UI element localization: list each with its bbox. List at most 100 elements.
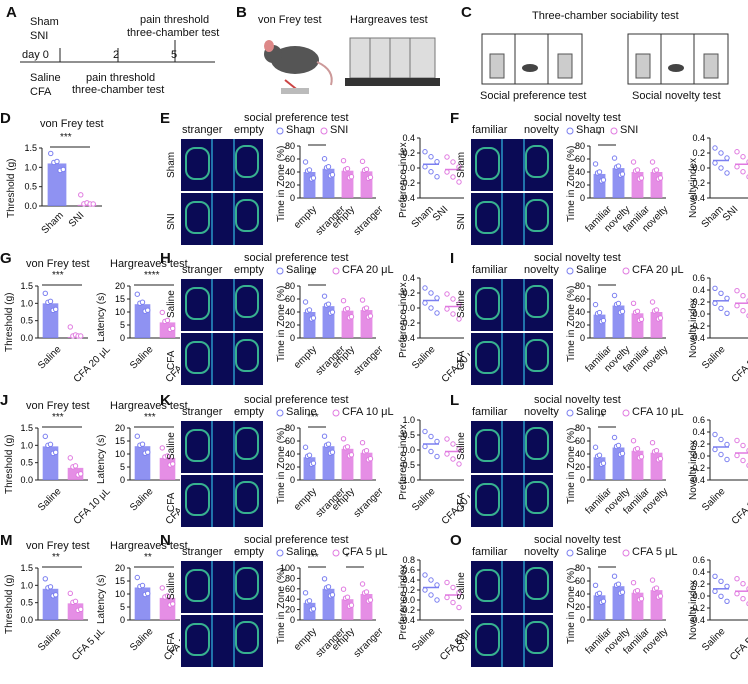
significance-bracket	[42, 426, 82, 428]
bar	[360, 452, 373, 480]
latency-bar-chart: 0 5 10 15 20	[115, 563, 180, 625]
data-point	[422, 428, 428, 435]
panel-label-h: H	[160, 250, 171, 267]
bar	[631, 172, 644, 198]
y-tick-label: 1.0	[20, 298, 33, 308]
bar	[650, 452, 663, 480]
data-point	[611, 573, 618, 579]
bar	[322, 588, 335, 620]
track-hotspot	[524, 339, 549, 372]
data-point	[340, 436, 347, 442]
data-point	[657, 456, 664, 462]
timeline-bottom-1: pain threshold	[86, 72, 156, 84]
data-point	[145, 590, 151, 597]
data-point	[428, 305, 434, 311]
data-point	[712, 588, 718, 594]
data-point	[712, 145, 718, 151]
y-tick-label: 60	[285, 584, 295, 594]
time-in-zone-chart: 0 20 40 60 80	[575, 423, 666, 485]
data-point	[444, 451, 450, 457]
row-label: SNI	[166, 213, 177, 230]
data-point	[340, 298, 347, 304]
data-point	[634, 167, 641, 173]
data-point	[363, 448, 370, 454]
legend-2: CFA 20 μL	[342, 264, 394, 276]
data-point	[302, 299, 309, 305]
y-tick-label: 40	[575, 167, 585, 177]
chamber-divider	[210, 193, 213, 245]
x-label: Saline	[36, 626, 64, 654]
data-point	[325, 164, 332, 170]
data-point	[450, 456, 456, 462]
x-label: SNI	[430, 204, 451, 224]
y-axis-label: Latency (s)	[96, 292, 107, 342]
legend-2: CFA 10 μL	[342, 406, 394, 418]
data-point	[444, 436, 450, 442]
legend-dot2	[332, 267, 340, 275]
vf-title: von Frey test	[258, 14, 322, 26]
y-tick-label: 0.5	[20, 458, 33, 468]
bar	[360, 310, 373, 338]
track-hotspot	[185, 147, 210, 180]
data-point	[329, 309, 336, 315]
data-point	[653, 448, 660, 454]
track-hotspot	[234, 621, 259, 654]
data-point	[630, 300, 637, 306]
data-point	[159, 445, 165, 451]
panel-label-m: M	[0, 532, 13, 549]
heatmap-col-2: empty	[234, 264, 264, 276]
chamber-divider	[233, 475, 236, 527]
data-point	[78, 192, 84, 198]
y-tick-label: 0.4	[692, 133, 705, 143]
data-point	[630, 580, 637, 586]
chamber-divider	[210, 333, 213, 385]
panel-label-g: G	[0, 250, 12, 267]
y-tick-label: 0.0	[692, 163, 705, 173]
data-point	[600, 598, 607, 604]
bar	[593, 595, 606, 620]
y-tick-label: 0.8	[402, 555, 415, 565]
significance: *	[597, 130, 601, 141]
data-point	[600, 460, 607, 466]
data-point	[434, 597, 440, 603]
y-tick-label: 60	[575, 576, 585, 586]
data-point	[139, 441, 146, 447]
data-point	[359, 440, 366, 446]
data-point	[170, 461, 176, 467]
y-tick-label: 0	[290, 615, 295, 625]
data-point	[72, 598, 79, 605]
data-point	[653, 167, 660, 173]
data-point	[363, 305, 370, 311]
data-point	[724, 295, 730, 301]
significance: *	[597, 270, 601, 281]
panel-title: social preference test	[244, 252, 349, 264]
legend-1: Saline	[576, 264, 607, 276]
data-point	[456, 301, 462, 307]
data-point	[310, 175, 317, 181]
heatmap-bottom	[180, 474, 264, 528]
y-tick-label: 60	[575, 294, 585, 304]
data-point	[164, 317, 171, 324]
y-tick-label: 0.0	[402, 445, 415, 455]
data-point	[145, 307, 151, 313]
row-label: CFA	[456, 492, 467, 512]
c-title: Three-chamber sociability test	[532, 10, 679, 22]
data-point	[615, 163, 622, 169]
legend-1: Saline	[286, 264, 317, 276]
legend-2: CFA 5 μL	[342, 546, 388, 558]
y-tick-label: 40	[285, 167, 295, 177]
data-point	[170, 325, 176, 332]
legend-dot1	[276, 549, 284, 557]
chamber-divider	[500, 279, 503, 331]
y-axis-label: Latency (s)	[96, 574, 107, 624]
data-point	[724, 598, 730, 604]
latency-bar-chart: 0 5 10 15 20	[115, 423, 180, 485]
data-point	[456, 589, 462, 596]
timeline-bottom-2: three-chamber test	[72, 84, 165, 96]
y-tick-label: -0.2	[689, 603, 705, 613]
y-tick-label: -0.4	[399, 615, 415, 625]
hargreaves-title: Hargreaves test	[110, 258, 188, 270]
data-point	[596, 590, 603, 596]
chamber-divider	[500, 193, 503, 245]
